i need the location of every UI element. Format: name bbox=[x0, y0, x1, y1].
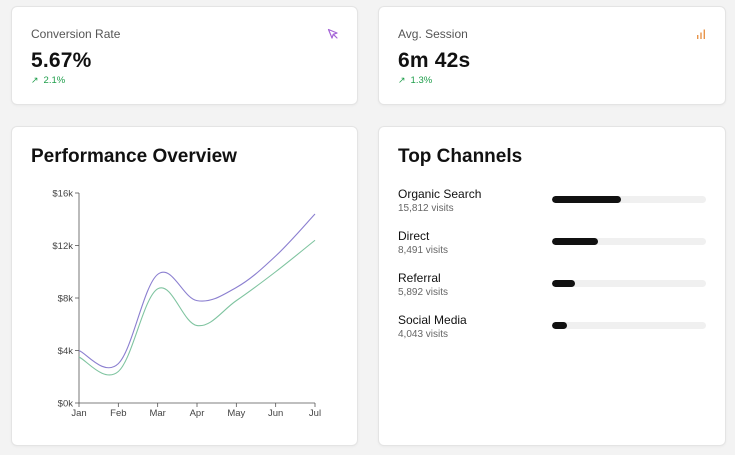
channel-row: Direct 8,491 visits bbox=[398, 229, 708, 259]
conversion-rate-change-value: 2.1% bbox=[43, 75, 66, 86]
avg-session-card: Avg. Session 6m 42s ↗ 1.3% bbox=[378, 6, 726, 105]
channel-visits: 4,043 visits bbox=[398, 329, 449, 340]
y-tick-label: $8k bbox=[58, 294, 74, 305]
channel-bar-fill bbox=[552, 322, 568, 329]
performance-overview-card: Performance Overview $0k $4k $8k $12k $16k Ja… bbox=[11, 126, 358, 446]
channel-visits: 5,892 visits bbox=[398, 287, 449, 298]
conversion-rate-card: Conversion Rate 5.67% ↗ 2.1% bbox=[11, 6, 358, 105]
channel-name: Social Media bbox=[398, 313, 467, 327]
avg-session-change-value: 1.3% bbox=[410, 75, 433, 86]
performance-overview-title: Performance Overview bbox=[31, 146, 237, 167]
channel-name: Direct bbox=[398, 229, 430, 243]
x-tick-label: Jul bbox=[309, 408, 321, 419]
channel-visits: 8,491 visits bbox=[398, 245, 449, 256]
y-tick-label: $16k bbox=[52, 189, 73, 200]
channel-row: Referral 5,892 visits bbox=[398, 271, 708, 301]
avg-session-change: ↗ 1.3% bbox=[398, 75, 432, 86]
x-tick-label: Mar bbox=[149, 408, 165, 419]
trend-up-icon: ↗ bbox=[31, 75, 39, 85]
performance-line-chart: $0k $4k $8k $12k $16k Jan Feb Mar Apr May Jun Jul bbox=[52, 189, 321, 420]
avg-session-title: Avg. Session bbox=[398, 27, 468, 41]
conversion-rate-title: Conversion Rate bbox=[31, 27, 121, 41]
series-line-1 bbox=[78, 213, 316, 369]
x-tick-label: Jan bbox=[71, 408, 86, 419]
conversion-rate-change: ↗ 2.1% bbox=[31, 75, 65, 86]
y-tick-label: $0k bbox=[58, 399, 74, 410]
channel-name: Organic Search bbox=[398, 187, 482, 201]
channel-bar-fill bbox=[552, 196, 622, 203]
top-channels-title: Top Channels bbox=[398, 146, 523, 167]
bar-chart-icon bbox=[695, 27, 707, 39]
channel-bar-track bbox=[552, 280, 706, 287]
top-channels-card: Top Channels Organic Search 15,812 visit… bbox=[378, 126, 726, 446]
channel-bar-track bbox=[552, 196, 706, 203]
channel-bar-track bbox=[552, 322, 706, 329]
channel-bar-fill bbox=[552, 280, 576, 287]
series-line-2 bbox=[78, 239, 316, 376]
y-tick-label: $4k bbox=[58, 346, 74, 357]
x-tick-label: Feb bbox=[110, 408, 126, 419]
avg-session-value: 6m 42s bbox=[398, 49, 471, 72]
channel-bar-fill bbox=[552, 238, 599, 245]
channel-name: Referral bbox=[398, 271, 441, 285]
channel-bar-track bbox=[552, 238, 706, 245]
channel-row: Social Media 4,043 visits bbox=[398, 313, 708, 343]
x-tick-label: Apr bbox=[190, 408, 205, 419]
channel-row: Organic Search 15,812 visits bbox=[398, 187, 708, 217]
x-tick-label: May bbox=[227, 408, 245, 419]
y-tick-label: $12k bbox=[52, 241, 73, 252]
trend-up-icon: ↗ bbox=[398, 75, 406, 85]
x-tick-label: Jun bbox=[268, 408, 283, 419]
channel-visits: 15,812 visits bbox=[398, 203, 454, 214]
conversion-rate-value: 5.67% bbox=[31, 49, 92, 72]
cursor-arrow-icon bbox=[327, 27, 339, 39]
